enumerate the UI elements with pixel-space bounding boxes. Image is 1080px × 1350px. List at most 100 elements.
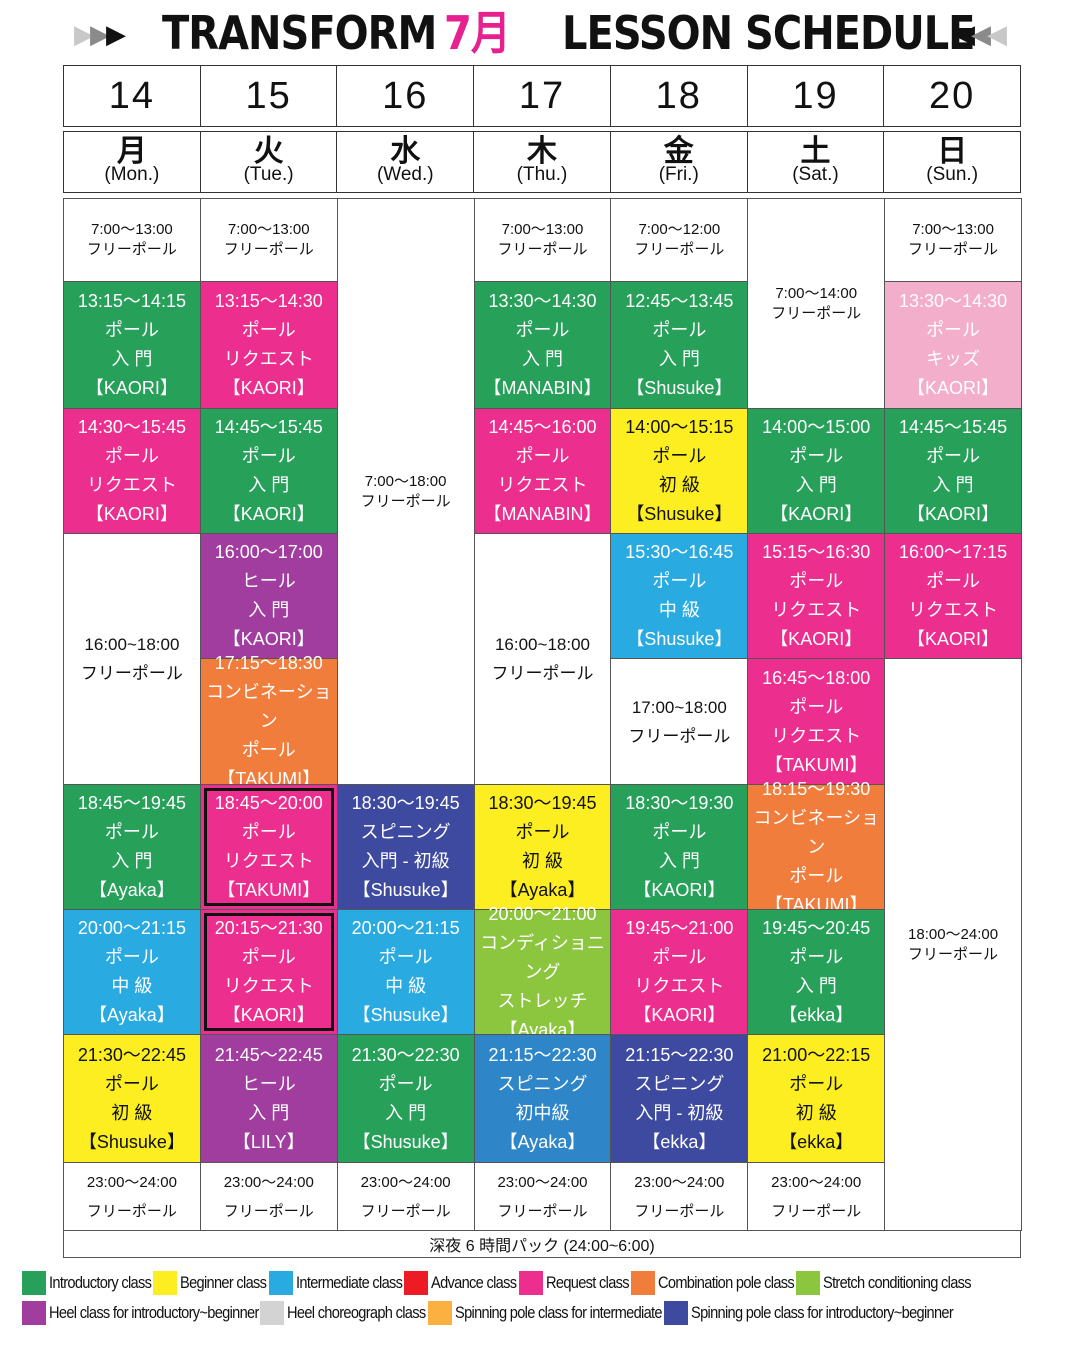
slot-time: 16:00〜17:00	[214, 542, 323, 562]
slot-time: 7:00〜14:00	[775, 284, 858, 302]
class-slot: 21:00〜22:15 ポール初 級【ekka】	[747, 1034, 886, 1163]
slot-text: フリーポール	[497, 241, 588, 258]
slot-text: ストレッチ	[497, 990, 588, 1011]
slot-time: 21:15〜22:30	[488, 1044, 597, 1065]
legend-label: Introductory class	[49, 1273, 152, 1292]
slot-text: 【Ayaka】	[89, 880, 175, 900]
slot-time: 14:45〜15:45	[899, 417, 1008, 437]
class-slot: 18:30〜19:30 ポール入 門【KAORI】	[610, 784, 749, 910]
slot-time: 19:45〜20:45	[762, 918, 871, 938]
slot-text: 入 門	[248, 600, 290, 620]
class-slot: 14:45〜15:45 ポール入 門【KAORI】	[884, 408, 1022, 534]
slot-time: 7:00〜13:00	[501, 221, 584, 238]
class-slot: 16:00〜17:00 ヒール入 門【KAORI】	[199, 533, 338, 659]
slot-time: 23:00〜24:00	[634, 1173, 725, 1191]
slot-time: 16:00~18:00	[84, 635, 180, 654]
slot-text: ポール	[104, 822, 159, 842]
class-slot: 14:00〜15:00 ポール入 門【KAORI】	[747, 408, 886, 534]
class-slot: 12:45〜13:45 ポール入 門【Shusuke】	[610, 281, 749, 409]
slot-text: ポール	[515, 320, 570, 340]
legend-label: Heel class for introductory~beginner	[49, 1303, 259, 1322]
slot-time: 23:00〜24:00	[497, 1173, 588, 1191]
legend-label: Request class	[546, 1273, 630, 1292]
slot-text: 【TAKUMI】	[217, 880, 321, 900]
date-row: 14 15 16 17 18 19 20	[63, 65, 1021, 127]
slot-text: リクエスト	[771, 600, 862, 620]
slot-text: フリーポール	[634, 1202, 725, 1220]
slot-text: フリーポール	[223, 241, 314, 258]
free-pole-slot: 23:00〜24:00 フリーポール	[610, 1162, 749, 1231]
slot-time: 18:45〜20:00	[214, 793, 323, 813]
class-slot: 18:45〜19:45 ポール入 門【Ayaka】	[63, 784, 201, 910]
slot-text: 【KAORI】	[770, 504, 863, 524]
slot-text: フリーポール	[497, 1202, 588, 1220]
slot-text: ポール	[789, 947, 844, 967]
date-label: 17	[518, 74, 566, 117]
slot-text: スピニング	[497, 1073, 588, 1094]
slot-text: ポール	[789, 446, 844, 466]
class-slot: 18:30〜19:45 スピニング 入門 - 初級 【Shusuke】	[336, 784, 475, 910]
legend-swatch	[260, 1301, 285, 1325]
weekday-kanji: 日	[937, 134, 968, 169]
slot-text: 初 級	[521, 851, 563, 871]
slot-text: 【KAORI】	[85, 504, 178, 524]
slot-text: 【Ayaka】	[499, 880, 586, 900]
slot-time: 7:00〜13:00	[227, 221, 310, 238]
slot-text: ポール	[652, 822, 707, 842]
date-label: 14	[108, 74, 155, 117]
slot-text: ポール	[652, 571, 707, 591]
slot-text: 【Shusuke】	[352, 880, 459, 900]
slot-time: 21:30〜22:45	[77, 1044, 186, 1065]
slot-time: 15:30〜16:45	[625, 542, 734, 562]
free-pole-slot: 7:00〜13:00 フリーポール	[884, 198, 1022, 282]
legend-item: Spinning pole class for intermediate	[428, 1301, 663, 1325]
legend-label: Beginner class	[180, 1273, 267, 1292]
slot-text: 【Shusuke】	[352, 1005, 459, 1025]
weekday-kanji: 木	[527, 134, 558, 169]
class-slot: 13:15〜14:15 ポール入 門【KAORI】	[63, 281, 201, 409]
title-schedule: LESSON SCHEDULE	[562, 7, 975, 61]
slot-text: フリーポール	[86, 1202, 177, 1220]
slot-time: 12:45〜13:45	[625, 291, 734, 311]
schedule-grid: 7:00〜13:00 フリーポール 13:15〜14:15 ポール入 門【KAORI】…	[63, 198, 1022, 1231]
slot-text: ポール	[652, 320, 707, 340]
slot-time: 7:00〜13:00	[912, 221, 994, 238]
legend-row: Heel class for introductory~beginner Heel…	[22, 1298, 1072, 1328]
slot-time: 17:15〜18:30	[214, 653, 323, 673]
date-cell: 20	[884, 66, 1020, 126]
class-slot: 14:00〜15:15 ポール初 級【Shusuke】	[610, 408, 749, 534]
slot-text: 中 級	[385, 976, 427, 996]
slot-text: リクエスト	[223, 976, 314, 996]
slot-time: 17:00~18:00	[631, 697, 727, 717]
legend-swatch	[428, 1301, 453, 1325]
legend-swatch	[153, 1271, 178, 1295]
slot-text: リクエスト	[771, 725, 862, 746]
slot-text: ポール	[104, 320, 159, 340]
slot-time: 14:30〜15:45	[77, 417, 186, 437]
weekday-kanji: 火	[253, 134, 284, 169]
weekday-cell: 水 (Wed.)	[337, 132, 475, 192]
slot-time: 21:15〜22:30	[625, 1044, 734, 1065]
slot-text: ポール	[789, 1073, 844, 1094]
slot-text: キッズ	[926, 349, 981, 369]
legend-swatch	[404, 1271, 429, 1295]
free-pole-slot: 7:00〜18:00 フリーポール	[336, 198, 475, 785]
slot-text: フリーポール	[771, 304, 862, 322]
class-slot: 20:00〜21:15 ポール中 級【Shusuke】	[336, 909, 475, 1035]
weekday-en: (Fri.)	[658, 164, 699, 185]
slot-text: 入 門	[658, 851, 700, 871]
legend-item: Request class	[519, 1271, 630, 1295]
class-slot: 21:30〜22:45 ポール初 級【Shusuke】	[63, 1034, 201, 1163]
slot-text: スピニング	[634, 1073, 725, 1094]
slot-time: 19:45〜21:00	[625, 918, 734, 938]
slot-text: リクエスト	[223, 349, 314, 369]
class-slot: 14:45〜16:00 ポール リクエスト 【MANABIN】	[473, 408, 612, 534]
weekday-cell: 木 (Thu.)	[474, 132, 611, 192]
class-slot: 18:15〜19:30 コンビネーション ポール 【TAKUMI】	[747, 779, 886, 915]
slot-text: フリーポール	[908, 945, 999, 963]
slot-time: 18:30〜19:45	[488, 793, 597, 813]
free-pole-slot: 17:00~18:00 フリーポール	[610, 658, 749, 785]
slot-text: 【KAORI】	[222, 378, 315, 398]
slot-time: 18:30〜19:45	[351, 793, 460, 813]
slot-text: 【KAORI】	[633, 1005, 726, 1025]
